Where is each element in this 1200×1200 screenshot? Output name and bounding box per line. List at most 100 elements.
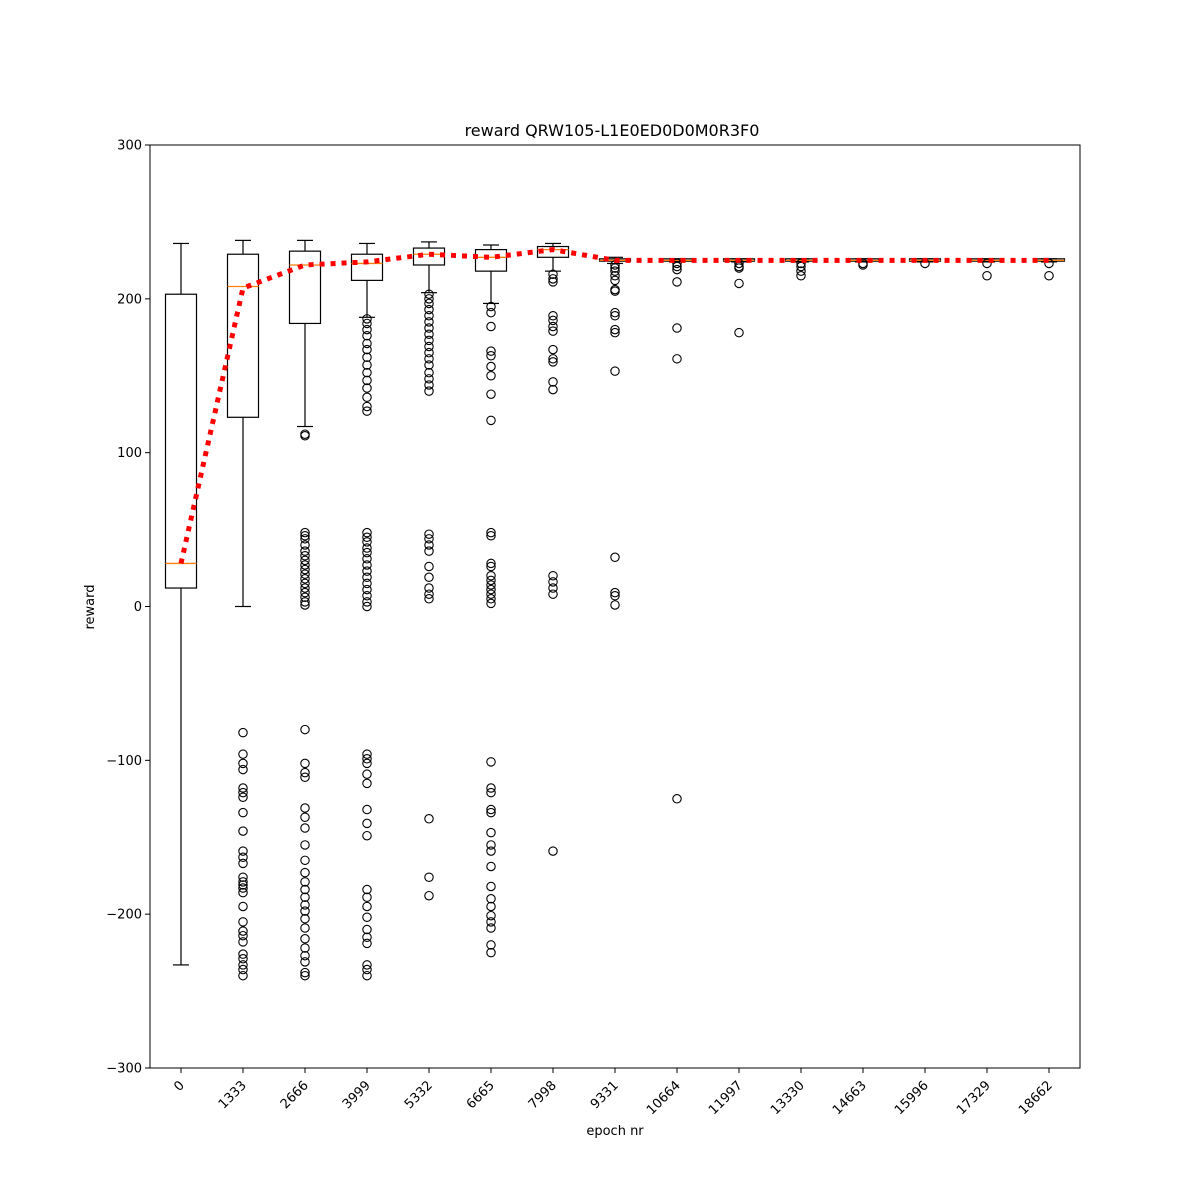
outlier-point (362, 344, 372, 355)
outlier-point (300, 840, 310, 850)
outlier-point (486, 594, 496, 604)
outlier-point (548, 326, 558, 336)
outlier-point (424, 335, 434, 346)
outlier-point (300, 803, 310, 813)
outlier-point (486, 346, 496, 356)
outlier-point (362, 758, 372, 769)
outlier-point (362, 314, 372, 324)
outlier-point (362, 778, 372, 789)
outlier-point (362, 818, 372, 829)
outlier-point (486, 910, 496, 921)
outlier-point (300, 583, 310, 593)
outlier-point (486, 894, 496, 904)
outlier-point (486, 370, 496, 381)
outlier-point (610, 307, 620, 318)
outlier-point (734, 263, 744, 273)
outlier-point (796, 261, 806, 272)
outlier-point (300, 970, 310, 981)
outlier-point (238, 727, 248, 738)
outlier-point (362, 375, 372, 386)
outlier-point (362, 338, 372, 349)
outlier-point (362, 543, 372, 553)
outlier-point (362, 590, 372, 601)
outlier-point (300, 758, 310, 769)
outlier-point (610, 286, 620, 296)
outlier-point (486, 947, 496, 958)
outlier-point (238, 792, 248, 803)
outlier-point (362, 754, 372, 764)
outlier-point (300, 530, 310, 541)
outlier-point (424, 561, 434, 572)
outlier-point (300, 884, 310, 895)
outlier-point (424, 386, 434, 396)
outlier-point (300, 943, 310, 953)
outlier-point (858, 260, 868, 270)
outlier-point (734, 327, 744, 338)
outlier-point (424, 572, 434, 583)
outlier-point (486, 530, 496, 541)
outlier-point (424, 583, 434, 593)
outlier-point (424, 304, 434, 315)
outlier-point (238, 926, 248, 936)
outlier-point (424, 380, 434, 390)
outlier-point (424, 367, 434, 378)
outlier-point (238, 807, 248, 818)
outlier-point (424, 360, 434, 370)
outlier-point (362, 932, 372, 942)
outlier-point (486, 301, 496, 312)
outlier-point (486, 787, 496, 798)
outlier-point (238, 846, 248, 856)
outlier-point (238, 970, 248, 981)
outlier-point (610, 275, 620, 286)
outlier-point (548, 269, 558, 279)
box-group-3999 (350, 242, 384, 981)
outlier-point (362, 392, 372, 403)
outlier-point (300, 564, 310, 575)
outlier-point (300, 934, 310, 944)
chart-title: reward QRW105-L1E0ED0D0M0R3F0 (465, 121, 760, 140)
outlier-point (486, 846, 496, 856)
outlier-point (424, 329, 434, 339)
outlier-point (300, 550, 310, 561)
outlier-point (486, 598, 496, 609)
outlier-point (362, 804, 372, 815)
outlier-point (486, 757, 496, 767)
outlier-point (300, 724, 310, 735)
outlier-point (548, 577, 558, 587)
outlier-point (238, 954, 248, 964)
outlier-point (610, 263, 620, 273)
outlier-point (362, 769, 372, 779)
outlier-point (300, 892, 310, 902)
outlier-point (486, 580, 496, 590)
outlier-point (300, 597, 310, 607)
outlier-point (548, 377, 558, 387)
outlier-point (300, 560, 310, 570)
outlier-point (610, 600, 620, 610)
outlier-point (548, 589, 558, 599)
outlier-point (362, 924, 372, 935)
outlier-point (362, 527, 372, 538)
outlier-point (362, 970, 372, 981)
outlier-point (238, 852, 248, 862)
outlier-point (300, 855, 310, 866)
outlier-point (300, 578, 310, 589)
outlier-point (548, 570, 558, 581)
outlier-point (362, 331, 372, 341)
outlier-point (362, 406, 372, 416)
outlier-point (300, 906, 310, 916)
y-tick-label: 100 (117, 446, 142, 461)
outlier-point (486, 940, 496, 950)
outlier-point (486, 389, 496, 399)
outlier-point (486, 807, 496, 818)
outlier-point (238, 960, 248, 970)
y-tick-label: −200 (106, 908, 142, 923)
outlier-point (424, 589, 434, 599)
outlier-point (300, 569, 310, 579)
box (288, 250, 322, 325)
outlier-point (672, 323, 682, 333)
outlier-point (548, 846, 558, 856)
y-tick-label: −100 (106, 754, 142, 769)
outlier-point (424, 323, 434, 333)
outlier-point (548, 315, 558, 326)
outlier-point (362, 601, 372, 612)
